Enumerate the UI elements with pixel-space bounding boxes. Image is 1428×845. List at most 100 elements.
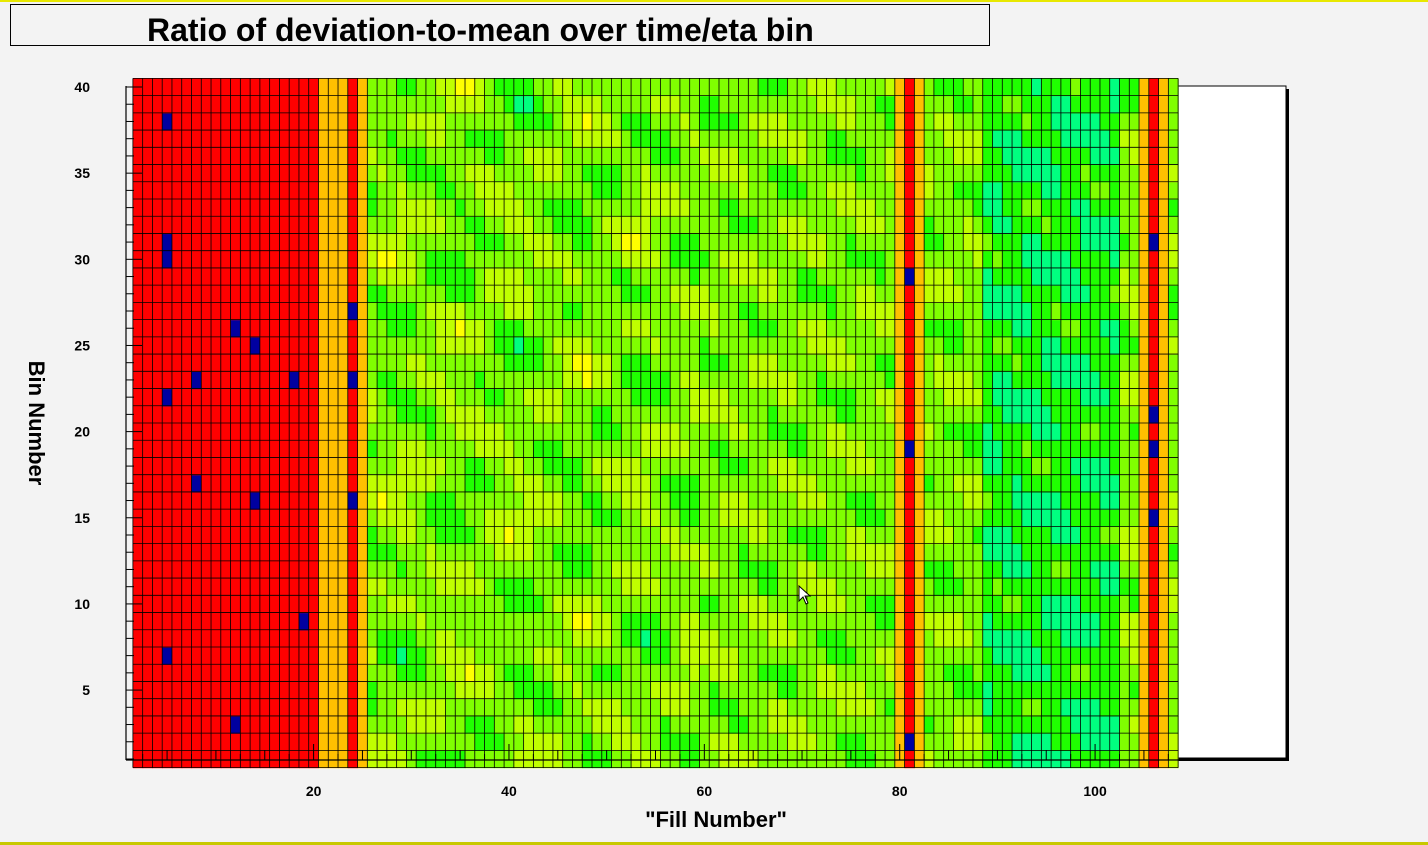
heatmap-cell [1090, 491, 1101, 510]
heatmap-cell [1070, 267, 1082, 286]
heatmap-cell [191, 560, 202, 579]
heatmap-cell [709, 267, 720, 286]
heatmap-cell [1060, 733, 1072, 751]
heatmap-cell [982, 164, 994, 183]
heatmap-cell [386, 629, 398, 648]
heatmap-cell [904, 388, 915, 407]
heatmap-cell [484, 526, 495, 545]
heatmap-cell [455, 526, 466, 545]
heatmap-cell [152, 698, 163, 717]
heatmap-cell [992, 681, 1003, 700]
heatmap-cell [689, 612, 701, 631]
heatmap-cell [631, 491, 642, 510]
heatmap-cell [279, 509, 290, 527]
heatmap-cell [191, 509, 202, 527]
heatmap-cell [513, 612, 525, 631]
heatmap-cell [1109, 750, 1121, 769]
heatmap-cell [972, 336, 984, 355]
heatmap-cell [924, 440, 935, 459]
heatmap-cell [504, 423, 515, 441]
heatmap-cell [1080, 474, 1091, 493]
heatmap-cell [250, 612, 261, 631]
heatmap-cell [806, 95, 818, 114]
heatmap-cell [357, 629, 368, 648]
heatmap-cell [758, 181, 769, 200]
heatmap-cell [943, 388, 955, 407]
heatmap-cell [1139, 698, 1150, 717]
heatmap-cell [797, 491, 808, 510]
heatmap-cell [474, 388, 486, 407]
heatmap-cell [689, 112, 701, 131]
heatmap-cell [279, 216, 290, 235]
heatmap-cell [933, 302, 945, 321]
heatmap-cell [601, 612, 613, 631]
heatmap-cell [640, 733, 652, 751]
heatmap-cell [152, 216, 163, 235]
heatmap-cell [211, 612, 222, 631]
heatmap-cell [1168, 595, 1179, 614]
heatmap-cell [640, 612, 652, 631]
heatmap-cell [572, 130, 583, 148]
heatmap-cell [982, 233, 994, 252]
heatmap-cell [709, 543, 720, 562]
heatmap-cell [621, 715, 632, 734]
heatmap-cell [816, 440, 828, 459]
heatmap-cell [963, 112, 974, 131]
heatmap-cell [767, 595, 779, 614]
heatmap-cell [592, 560, 603, 579]
heatmap-cell [699, 578, 710, 596]
heatmap-cell [836, 526, 847, 545]
heatmap-cell [1051, 595, 1062, 614]
heatmap-cell [689, 595, 701, 614]
heatmap-cell [211, 491, 222, 510]
heatmap-cell [250, 526, 261, 545]
heatmap-cell [914, 164, 925, 183]
heatmap-cell [533, 543, 544, 562]
heatmap-cell [318, 595, 329, 614]
heatmap-cell [211, 199, 222, 217]
heatmap-cell [1129, 733, 1140, 751]
heatmap-cell [416, 354, 427, 372]
heatmap-cell [1070, 371, 1082, 390]
heatmap-cell [699, 664, 710, 683]
heatmap-cell [240, 543, 251, 562]
heatmap-cell [689, 216, 701, 235]
heatmap-cell [259, 612, 271, 631]
heatmap-cell [1090, 302, 1101, 321]
heatmap-cell [435, 112, 447, 131]
heatmap-cell [494, 543, 505, 562]
heatmap-cell [220, 181, 232, 200]
heatmap-cell [201, 715, 212, 734]
heatmap-cell [1158, 164, 1169, 183]
heatmap-cell [494, 629, 505, 648]
heatmap-cell [152, 491, 163, 510]
heatmap-cell [611, 715, 622, 734]
heatmap-cell [1031, 147, 1042, 166]
heatmap-cell [914, 199, 925, 217]
heatmap-cell [777, 612, 788, 631]
heatmap-cell [787, 250, 798, 269]
heatmap-cell [963, 130, 974, 148]
heatmap-cell [269, 388, 281, 407]
heatmap-cell [592, 423, 603, 441]
heatmap-cell [513, 78, 525, 97]
heatmap-cell [1070, 302, 1082, 321]
heatmap-cell [1168, 474, 1179, 493]
heatmap-cell [474, 199, 486, 217]
heatmap-cell [552, 147, 564, 166]
heatmap-cell [171, 664, 183, 683]
heatmap-cell [357, 319, 368, 338]
heatmap-cell [132, 405, 144, 424]
heatmap-cell [338, 78, 349, 97]
heatmap-cell [562, 319, 574, 338]
heatmap-cell [699, 715, 710, 734]
heatmap-cell [386, 457, 398, 476]
heatmap-cell [650, 509, 661, 527]
heatmap-cell [230, 371, 241, 390]
heatmap-cell [377, 216, 388, 235]
heatmap-cell [289, 440, 300, 459]
heatmap-cell [298, 491, 310, 510]
heatmap-cell [1080, 560, 1091, 579]
heatmap-cell [1109, 181, 1121, 200]
